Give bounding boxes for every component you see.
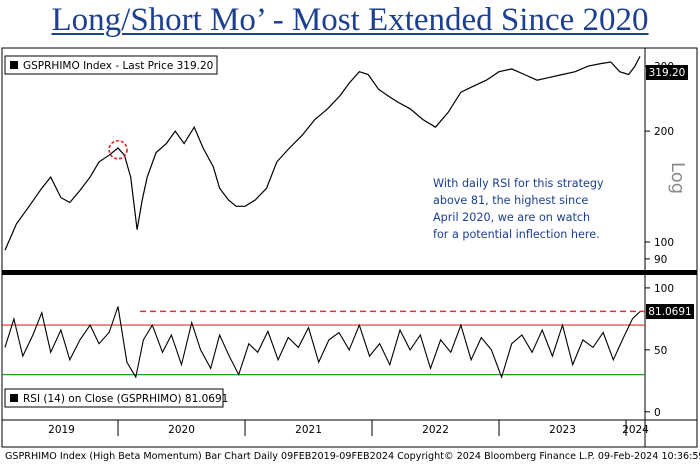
- rsi-axis-ticks: 0 50 100: [645, 283, 674, 419]
- price-legend-swatch: [10, 61, 18, 69]
- rsi-series-line: [4, 306, 641, 379]
- rsi-legend-swatch: [10, 394, 18, 402]
- price-tick-label: 90: [654, 254, 667, 266]
- x-tick-label: 2023: [549, 424, 576, 436]
- x-tick-label: 2024: [622, 424, 649, 436]
- x-tick-label: 2022: [422, 424, 449, 436]
- price-tick-label: 100: [654, 237, 674, 249]
- rsi-tick-label: 0: [654, 407, 661, 419]
- rsi-tick-label: 100: [654, 283, 674, 295]
- highlight-circle: [108, 139, 128, 160]
- page-title: Long/Short Mo’ - Most Extended Since 202…: [51, 2, 649, 38]
- price-series-line: [4, 56, 641, 251]
- annotation-line: above 81, the highest since: [433, 194, 588, 207]
- panel-divider: [2, 270, 697, 275]
- price-last-value-tag: [646, 65, 688, 80]
- price-legend: GSPRHIMO Index - Last Price 319.20: [23, 60, 213, 72]
- price-panel: 90100200300 GSPRHIMO Index - Last Price …: [4, 55, 688, 266]
- x-tick-label: 2021: [295, 424, 322, 436]
- x-tick-label: 2020: [168, 424, 195, 436]
- footer-caption: GSPRHIMO Index (High Beta Momentum) Bar …: [5, 451, 700, 462]
- price-tick-label: 200: [654, 126, 674, 138]
- x-axis-ticks: 2019 2020 2021 2022 2023 2024: [48, 420, 649, 436]
- rsi-last-value-tag: [646, 304, 694, 319]
- price-axis-ticks: 90100200300: [645, 61, 674, 266]
- price-last-value: 319.20: [649, 67, 686, 79]
- annotation-line: for a potential inflection here.: [433, 228, 600, 241]
- chart-frame: [1, 47, 698, 448]
- rsi-legend: RSI (14) on Close (GSPRHIMO) 81.0691: [23, 393, 228, 405]
- rsi-last-value: 81.0691: [648, 306, 691, 318]
- annotation-text: With daily RSI for this strategy above 81…: [433, 177, 604, 241]
- price-legend-box: [4, 55, 218, 75]
- scale-label: Log: [667, 162, 688, 194]
- rsi-legend-box: [4, 388, 224, 408]
- rsi-tick-label: 50: [654, 345, 667, 357]
- annotation-line: With daily RSI for this strategy: [433, 177, 604, 190]
- rsi-panel: 0 50 100 RSI (14) on Close (GSPRHIMO) 81.0…: [2, 283, 694, 419]
- x-tick-label: 2019: [48, 424, 75, 436]
- annotation-line: April 2020, we are on watch: [433, 211, 590, 224]
